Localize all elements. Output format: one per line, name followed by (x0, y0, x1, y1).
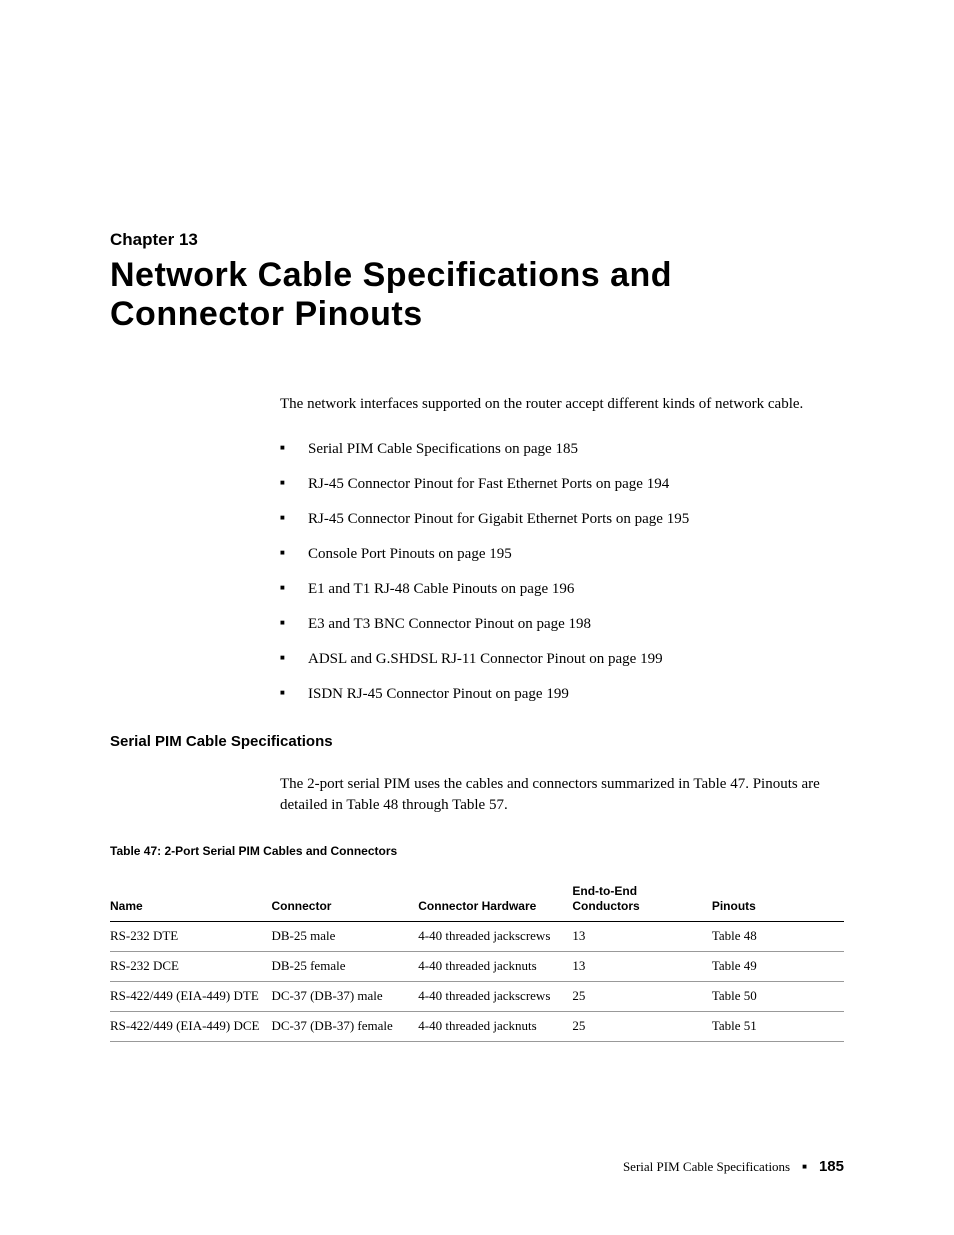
specifications-table: Name Connector Connector Hardware End-to… (110, 876, 844, 1041)
table-cell: 13 (572, 921, 711, 951)
chapter-title: Network Cable Specifications and Connect… (110, 256, 844, 334)
table-header: End-to-End Conductors (572, 876, 711, 921)
section-body: The 2-port serial PIM uses the cables an… (280, 774, 844, 816)
footer-section-name: Serial PIM Cable Specifications (623, 1159, 790, 1175)
table-header: Connector Hardware (418, 876, 572, 921)
toc-list: Serial PIM Cable Specifications on page … (280, 439, 844, 705)
table-cell: RS-422/449 (EIA-449) DTE (110, 981, 271, 1011)
table-cell: 25 (572, 981, 711, 1011)
bullet-icon: ■ (802, 1162, 807, 1171)
table-cell: DC-37 (DB-37) female (271, 1011, 418, 1041)
table-header: Pinouts (712, 876, 844, 921)
table-cell: RS-422/449 (EIA-449) DCE (110, 1011, 271, 1041)
list-item: Serial PIM Cable Specifications on page … (280, 439, 844, 460)
table-cell: 4-40 threaded jacknuts (418, 951, 572, 981)
table-cell: 25 (572, 1011, 711, 1041)
table-row: RS-232 DCE DB-25 female 4-40 threaded ja… (110, 951, 844, 981)
table-cell: Table 48 (712, 921, 844, 951)
section-heading: Serial PIM Cable Specifications (110, 733, 844, 750)
table-header-row: Name Connector Connector Hardware End-to… (110, 876, 844, 921)
list-item: Console Port Pinouts on page 195 (280, 544, 844, 565)
table-cell: DB-25 male (271, 921, 418, 951)
list-item: E3 and T3 BNC Connector Pinout on page 1… (280, 614, 844, 635)
list-item: RJ-45 Connector Pinout for Fast Ethernet… (280, 474, 844, 495)
table-cell: 4-40 threaded jacknuts (418, 1011, 572, 1041)
list-item: ISDN RJ-45 Connector Pinout on page 199 (280, 684, 844, 705)
table-caption: Table 47: 2-Port Serial PIM Cables and C… (110, 844, 844, 858)
table-cell: DB-25 female (271, 951, 418, 981)
table-cell: Table 49 (712, 951, 844, 981)
list-item: RJ-45 Connector Pinout for Gigabit Ether… (280, 509, 844, 530)
table-cell: 4-40 threaded jackscrews (418, 921, 572, 951)
chapter-label: Chapter 13 (110, 230, 844, 250)
table-cell: RS-232 DCE (110, 951, 271, 981)
table-cell: RS-232 DTE (110, 921, 271, 951)
page-number: 185 (819, 1158, 844, 1175)
table-cell: DC-37 (DB-37) male (271, 981, 418, 1011)
table-row: RS-422/449 (EIA-449) DTE DC-37 (DB-37) m… (110, 981, 844, 1011)
table-row: RS-232 DTE DB-25 male 4-40 threaded jack… (110, 921, 844, 951)
table-row: RS-422/449 (EIA-449) DCE DC-37 (DB-37) f… (110, 1011, 844, 1041)
intro-paragraph: The network interfaces supported on the … (280, 394, 844, 415)
table-cell: Table 50 (712, 981, 844, 1011)
table-cell: 4-40 threaded jackscrews (418, 981, 572, 1011)
list-item: E1 and T1 RJ-48 Cable Pinouts on page 19… (280, 579, 844, 600)
page-footer: Serial PIM Cable Specifications ■ 185 (623, 1158, 844, 1175)
table-header: Name (110, 876, 271, 921)
table-cell: Table 51 (712, 1011, 844, 1041)
table-cell: 13 (572, 951, 711, 981)
table-header: Connector (271, 876, 418, 921)
list-item: ADSL and G.SHDSL RJ-11 Connector Pinout … (280, 649, 844, 670)
